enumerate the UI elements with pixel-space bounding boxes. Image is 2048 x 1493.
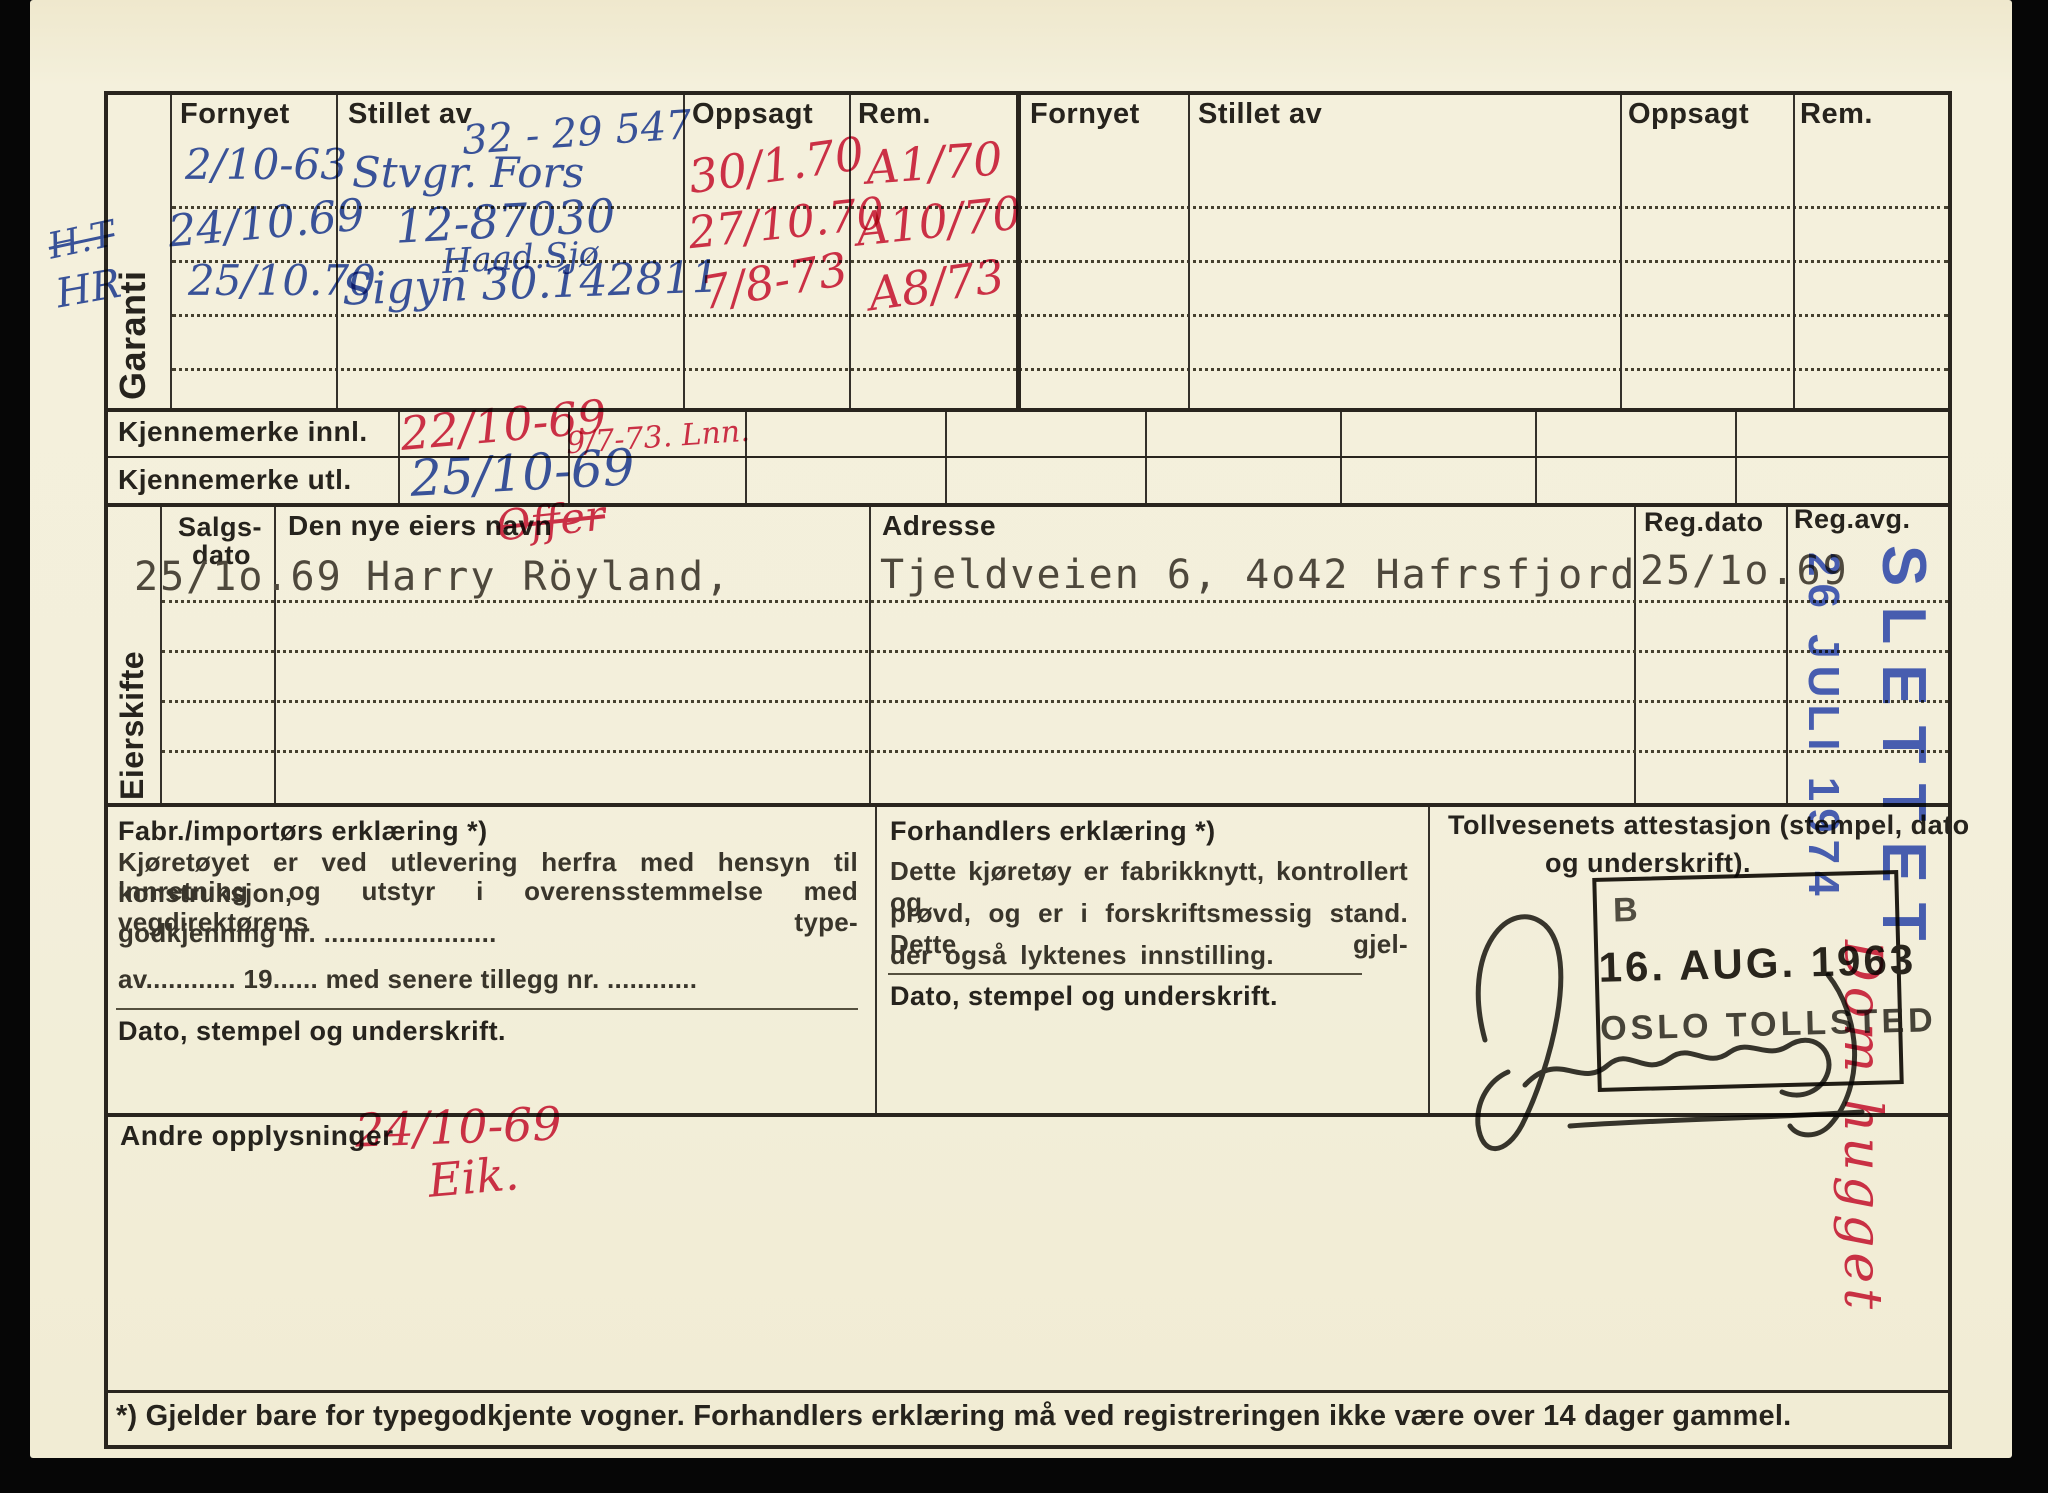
form-border (104, 91, 1952, 1449)
column-divider (274, 507, 276, 803)
handwriting-andre-note: Eik. (425, 1146, 521, 1208)
kjennemerke-innl-label: Kjennemerke innl. (118, 416, 368, 447)
forhandler-line1: Dette kjøretøy er fabrikknytt, kontrolle… (890, 856, 1408, 917)
section-border (104, 803, 1948, 807)
column-divider (683, 95, 685, 410)
forhandler-title: Forhandlers erklæring *) (890, 816, 1216, 846)
guarantee-header-oppsagt-right: Oppsagt (1628, 98, 1750, 130)
fabr-sign-label: Dato, stempel og underskrift. (118, 1016, 507, 1046)
toll-title-line1: Tollvesenets attestasjon (stempel, dato (1448, 810, 1970, 840)
forhandler-sign-label: Dato, stempel og underskrift. (890, 981, 1279, 1011)
salgsdato-label-line1: Salgs- (178, 512, 263, 542)
new-owner-name-label: Den nye eiers navn (288, 510, 553, 541)
guarantee-header-rem-right: Rem. (1800, 98, 1873, 130)
regavg-label: Reg.avg. (1794, 504, 1911, 534)
fabr-line1: Kjøretøyet er ved utlevering herfra med … (118, 847, 858, 908)
footer-rule (104, 1390, 1948, 1393)
guarantee-header-rem-left: Rem. (858, 98, 931, 130)
dotted-line (172, 206, 1948, 209)
column-divider (1793, 95, 1795, 410)
table-middle-divider (1016, 95, 1021, 410)
typed-owner-name: Harry Röyland, (366, 554, 732, 600)
handwriting-fornyet-row3: 25/10.70 (188, 256, 376, 305)
dotted-line (162, 600, 1948, 603)
signature-rule (116, 1008, 858, 1010)
handwriting-stillet-av-row1: Stvgr. Fors (352, 148, 585, 197)
adresse-label: Adresse (882, 510, 997, 541)
section-border (104, 408, 1948, 412)
dotted-line (162, 700, 1948, 703)
dotted-line (172, 314, 1948, 317)
toll-title-line2: og underskrift). (1545, 848, 1752, 878)
cell-divider (1428, 807, 1430, 1113)
typed-salgsdato: 25/1o.69 (134, 554, 343, 600)
guarantee-header-stillet-av-left: Stillet av (348, 98, 473, 130)
guarantee-header-stillet-av-right: Stillet av (1198, 98, 1323, 130)
row-divider (104, 456, 1948, 458)
handwriting-rem-row1: A1/70 (864, 131, 1005, 195)
footnote-text: *) Gjelder bare for typegodkjente vogner… (116, 1400, 1792, 1432)
handwriting-fornyet-row1: 2/10-63 (185, 140, 347, 189)
typed-regdato: 25/1o.69 (1640, 548, 1849, 594)
fabr-title: Fabr./importørs erklæring *) (118, 816, 488, 846)
regdato-label: Reg.dato (1644, 507, 1764, 537)
fabr-line3: godkjenning nr. ....................... (118, 918, 497, 948)
column-divider (160, 507, 162, 803)
column-divider (1620, 95, 1622, 410)
column-divider (1634, 507, 1636, 803)
guarantee-header-fornyet-right: Fornyet (1030, 98, 1140, 130)
forhandler-line3: der også lyktenes innstilling. (890, 940, 1274, 970)
column-divider (869, 507, 871, 803)
fabr-line2: innretning og utstyr i overensstemmelse … (118, 876, 858, 937)
paper-sheet (30, 0, 2012, 1458)
dotted-line (162, 750, 1948, 753)
column-divider (1188, 95, 1190, 410)
section-border (104, 503, 1948, 507)
slettet-stamp-date: 26 JULI 1974 (1799, 552, 1848, 903)
column-divider (336, 95, 338, 410)
column-divider (849, 95, 851, 410)
dotted-line (162, 650, 1948, 653)
guarantee-header-oppsagt-left: Oppsagt (692, 98, 814, 130)
red-vertical-note: Dom hugget (1832, 940, 1892, 1315)
column-divider (1786, 507, 1788, 803)
typed-address: Tjeldveien 6, 4o42 Hafrsfjord (880, 552, 1637, 598)
handwriting-andre-date: 24/10-69 (354, 1096, 563, 1158)
column-divider (170, 95, 172, 410)
signature (1475, 914, 1865, 1152)
forhandler-line2: prøvd, og er i forskriftsmessig stand. D… (890, 898, 1408, 959)
cell-divider (875, 807, 877, 1113)
andre-opplysninger-label: Andre opplysninger (120, 1120, 394, 1151)
signature-rule (888, 973, 1362, 975)
fabr-line4: av............ 19...... med senere tille… (118, 964, 698, 994)
section-border (104, 1113, 1948, 1117)
slettet-stamp-text: SLETTET (1869, 545, 1938, 961)
dotted-line (172, 260, 1948, 263)
dotted-line (172, 368, 1948, 371)
salgsdato-label-line2: dato (192, 540, 251, 570)
guarantee-header-fornyet-left: Fornyet (180, 98, 290, 130)
kjennemerke-utl-label: Kjennemerke utl. (118, 464, 352, 495)
